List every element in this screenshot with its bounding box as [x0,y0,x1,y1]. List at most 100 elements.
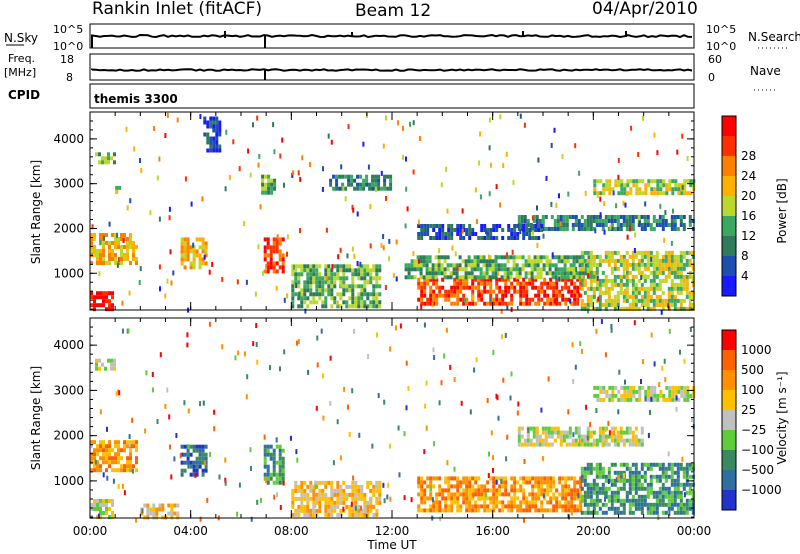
power-cell-828 [425,259,429,264]
velocity-cell-1227 [668,397,672,402]
velocity-cell-1321 [571,438,575,443]
power-cell-252 [275,269,279,274]
velocity-cell-35 [105,468,108,473]
power-cell-1288 [623,191,627,196]
velocity-cell-1067 [667,490,671,495]
velocity-cell-580 [483,484,487,489]
velocity-cell-712 [543,480,547,485]
velocity-cell-131 [110,366,113,371]
power-cell-790 [576,289,580,294]
power-cell-1704 [676,266,680,271]
velocity-cell-550 [468,496,472,501]
velocity-cell-221 [278,448,282,453]
velocity-cell-1498 [523,517,525,523]
power-cell-215 [218,120,222,125]
velocity-cell-828 [586,510,590,515]
power-cell-614 [468,285,472,290]
velocity-cell-498 [447,484,451,489]
power-cell-659 [495,293,499,298]
velocity-cell-421 [372,512,376,517]
power-cell-1117 [553,223,557,227]
power-cell-864 [446,275,450,280]
vel-cbar-tick-1: 500 [741,363,764,377]
velocity-cell-412 [369,488,373,493]
velocity-cell-645 [513,484,517,489]
velocity-cell-1406 [140,511,144,516]
power-cell-1813 [377,178,381,183]
velocity-cell-1587 [540,407,543,413]
velocity-cell-1493 [282,480,285,486]
power-cell-2184 [299,176,302,182]
power-cell-2144 [472,295,475,301]
velocity-cell-626 [504,476,508,481]
power-cell-1885 [474,232,478,236]
velocity-cell-443 [420,484,424,489]
velocity-cell-281 [309,496,313,501]
power-cell-1655 [664,254,668,259]
velocity-cell-1184 [626,389,630,394]
power-cell-2053 [603,229,606,235]
power-cell-574 [441,293,445,298]
velocity-cell-451 [423,492,427,497]
power-cell-1087 [520,215,524,219]
power-cell-2038 [519,113,522,119]
power-cell-1888 [480,228,484,232]
power-cell-1597 [646,306,650,311]
velocity-cell-845 [592,502,596,507]
velocity-cell-615 [498,488,502,493]
velocity-cell-1054 [664,466,668,471]
power-cell-727 [537,301,541,306]
power-cell-1693 [673,270,677,275]
velocity-cell-1605 [574,364,577,370]
power-cell-1787 [350,182,354,187]
velocity-cell-285 [312,488,316,493]
velocity-cell-1570 [430,486,432,492]
velocity-cell-1332 [580,438,584,443]
power-cell-1454 [607,290,611,295]
velocity-cell-1599 [394,325,397,331]
velocity-cell-1155 [596,393,600,398]
power-cell-1301 [638,179,642,184]
nave-label: Nave [750,64,781,78]
velocity-cell-205 [269,472,273,477]
power-cell-5 [93,303,96,308]
power-cell-1915 [513,228,517,232]
velocity-cell-1266 [526,434,530,439]
power-cell-1278 [614,183,618,188]
velocity-cell-122 [95,362,98,367]
power-cell-1 [90,295,93,300]
velocity-cell-1312 [562,434,566,439]
power-cell-1679 [670,262,674,267]
power-cell-2182 [385,196,387,201]
power-cell-930 [491,271,495,276]
power-cell-129 [115,185,119,190]
velocity-cell-916 [619,462,623,467]
power-cell-2136 [506,305,509,311]
power-cell-185 [206,120,210,125]
velocity-cell-1666 [186,342,189,348]
velocity-cell-507 [450,496,454,501]
power-cell-1991 [382,245,385,251]
power-cell-1091 [523,215,527,219]
power-cell-1625 [655,262,659,267]
power-cell-543 [423,285,427,290]
velocity-cell-558 [471,496,475,501]
velocity-cell-559 [471,504,475,509]
velocity-cell-307 [321,488,325,493]
power-cell-1656 [664,258,668,263]
velocity-cell-671 [525,496,529,501]
power-cell-576 [444,293,448,298]
power-cell-192 [209,120,213,125]
power-cell-476 [360,288,364,293]
power-cell-1210 [640,215,644,219]
power-cell-1305 [641,191,645,196]
velocity-cell-170 [198,456,202,461]
power-cell-963 [515,255,519,260]
velocity-cell-1112 [679,506,683,511]
velocity-cell-180 [204,444,208,449]
velocity-cell-460 [429,480,433,485]
power-cell-1896 [489,228,493,232]
velocity-cell-1183 [626,385,630,390]
power-cell-2035 [356,261,359,266]
